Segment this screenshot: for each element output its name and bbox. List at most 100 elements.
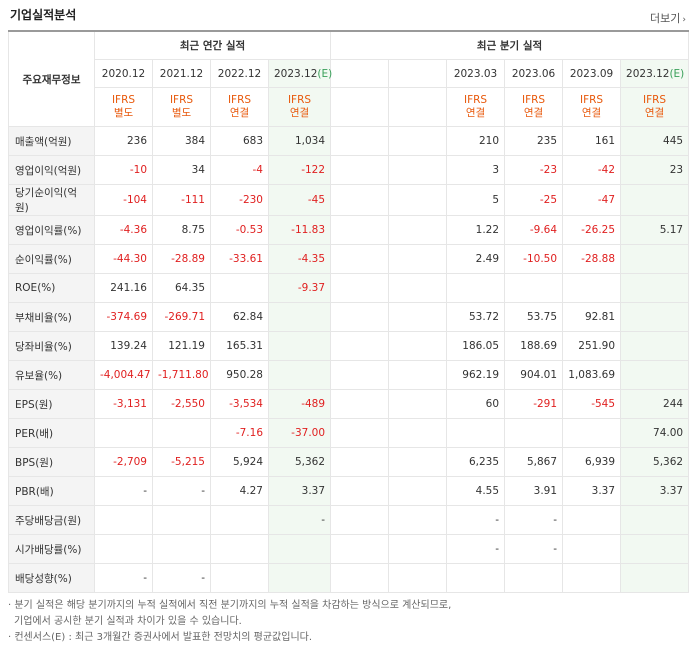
spacer-cell (330, 126, 390, 156)
table-cell: -42 (562, 155, 622, 185)
annual-period-3: 2023.12(E) (267, 59, 332, 88)
table-cell: 235 (504, 126, 564, 156)
table-cell: 384 (152, 126, 211, 156)
row-label: 매출액(억원) (8, 126, 95, 156)
row-label: 당기순이익(억원) (8, 184, 95, 216)
row-label: BPS(원) (8, 447, 95, 477)
table-cell (210, 505, 269, 535)
table-cell: 6,235 (446, 447, 506, 477)
spacer-col (388, 59, 448, 88)
spacer-cell (330, 302, 390, 332)
spacer-col (388, 87, 448, 127)
table-cell: 165.31 (210, 331, 269, 361)
row-label: EPS(원) (8, 389, 95, 419)
table-cell (504, 418, 564, 448)
ifrs-standard: IFRS 별도 (94, 87, 153, 127)
table-row: ROE(%) 241.16 64.35 -9.37 (8, 273, 690, 303)
table-cell: -3,534 (210, 389, 269, 419)
table-cell: -45 (267, 184, 332, 216)
table-row: BPS(원) -2,709 -5,215 5,924 5,362 6,235 5,867 6,… (8, 447, 690, 477)
ifrs-standard: IFRS 연결 (620, 87, 690, 127)
consolidation-label: 연결 (581, 107, 602, 119)
table-cell: 64.35 (152, 273, 211, 303)
table-cell: -7.16 (210, 418, 269, 448)
spacer-cell (388, 273, 448, 303)
table-cell: -26.25 (562, 215, 622, 245)
table-row: PBR(배) - -4.27 3.37 4.55 3.91 3.37 3.37 (8, 476, 690, 506)
table-cell: 244 (620, 389, 690, 419)
more-link[interactable]: 더보기 › (650, 10, 686, 26)
ifrs-label: IFRS (643, 94, 667, 106)
spacer-cell (330, 563, 390, 593)
spacer-cell (330, 244, 390, 274)
spacer-cell (388, 155, 448, 185)
estimate-mark: (E) (669, 67, 685, 80)
table-row: 영업이익(억원) -10 34 -4 -122 3 -23 -42 23 (8, 155, 690, 185)
consolidation-label: 별도 (171, 107, 192, 119)
table-cell: 5,362 (267, 447, 332, 477)
spacer-cell (388, 505, 448, 535)
quarter-period-3: 2023.12(E) (620, 59, 690, 88)
table-cell: 3.37 (267, 476, 332, 506)
table-cell (94, 534, 153, 564)
table-cell: -374.69 (94, 302, 153, 332)
table-cell: -9.64 (504, 215, 564, 245)
table-cell: - (267, 505, 332, 535)
table-cell: - (94, 476, 153, 506)
table-cell: -23 (504, 155, 564, 185)
annual-period-1: 2021.12 (152, 59, 211, 88)
table-cell (620, 273, 690, 303)
row-label: 부채비율(%) (8, 302, 95, 332)
spacer-cell (330, 534, 390, 564)
spacer-cell (330, 476, 390, 506)
table-cell: 23 (620, 155, 690, 185)
table-cell: 8.75 (152, 215, 211, 245)
more-label: 더보기 (650, 12, 681, 25)
spacer-cell (388, 418, 448, 448)
table-cell (94, 505, 153, 535)
table-row: 유보율(%) -4,004.47 -1,711.80 950.28 962.19 904.… (8, 360, 690, 390)
annual-period-0: 2020.12 (94, 59, 153, 88)
table-row: 영업이익률(%) -4.36 8.75 -0.53 -11.83 1.22 -9.64 -26… (8, 215, 690, 245)
chevron-right-icon: › (682, 15, 686, 25)
period-label: 2023.12 (274, 67, 318, 80)
annual-group-header: 최근 연간 실적 (93, 30, 332, 60)
ifrs-label: IFRS (287, 94, 312, 106)
table-cell: 241.16 (94, 273, 153, 303)
table-cell (620, 184, 690, 216)
table-cell (620, 563, 690, 593)
ifrs-label: IFRS (521, 94, 546, 106)
table-cell: 950.28 (210, 360, 269, 390)
spacer-cell (388, 563, 448, 593)
table-cell: - (152, 563, 211, 593)
table-cell (562, 418, 622, 448)
table-cell (446, 418, 506, 448)
table-cell: 5,924 (210, 447, 269, 477)
row-label: 배당성향(%) (8, 563, 95, 593)
table-cell: 683 (210, 126, 269, 156)
spacer-cell (388, 447, 448, 477)
table-cell (152, 534, 211, 564)
table-cell: 62.84 (210, 302, 269, 332)
period-label: 2020.12 (101, 67, 146, 80)
ifrs-label: IFRS (227, 94, 252, 106)
table-cell (620, 244, 690, 274)
table-cell: - (504, 534, 564, 564)
row-label: PBR(배) (8, 476, 95, 506)
table-cell: -10.50 (504, 244, 564, 274)
table-cell (620, 534, 690, 564)
table-cell: - (152, 476, 211, 506)
table-cell: 60 (446, 389, 506, 419)
ifrs-label: IFRS (111, 94, 136, 106)
table-cell: 1.22 (446, 215, 506, 245)
header-row-label: 주요재무정보 (8, 30, 95, 127)
table-cell (210, 273, 269, 303)
consolidation-label: 연결 (644, 107, 665, 119)
row-label: ROE(%) (8, 273, 95, 303)
quarter-group-header: 최근 분기 실적 (330, 30, 690, 60)
row-label: 시가배당률(%) (8, 534, 95, 564)
table-cell (620, 331, 690, 361)
table-cell: -111 (152, 184, 211, 216)
table-cell: 3 (446, 155, 506, 185)
table-cell: 74.00 (620, 418, 690, 448)
